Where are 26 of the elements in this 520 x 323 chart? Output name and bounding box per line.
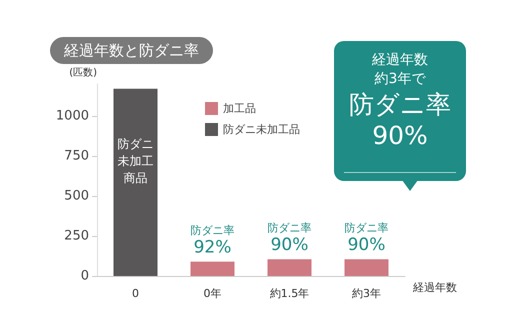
x-tick-label: 0年 [204, 287, 222, 300]
bar [268, 259, 312, 276]
bar [190, 262, 234, 276]
annotation: 防ダニ率 92% [190, 224, 234, 258]
y-tick-label: 1000 [56, 108, 89, 124]
legend-label: 防ダニ未加工品 [223, 123, 300, 136]
y-tick-label: 0 [80, 268, 89, 284]
annotation: 防ダニ率 90% [348, 89, 452, 151]
annotation: 防ダニ率 90% [344, 222, 388, 256]
annotation: 防ダニ率 90% [268, 222, 312, 256]
annotation: 未加工 [118, 154, 154, 168]
y-axis-title: (匹数) [69, 68, 98, 78]
chart-title: 経過年数と防ダニ率 [63, 42, 199, 60]
annotation: 防ダニ [118, 137, 154, 151]
x-tick-label: 約3年 [352, 287, 381, 300]
x-axis-title: 経過年数 [412, 281, 457, 294]
y-tick-label: 250 [64, 228, 89, 244]
annotation: 商品 [124, 171, 148, 185]
y-tick-label: 750 [64, 148, 89, 164]
x-tick-label: 約1.5年 [270, 287, 310, 300]
bar [344, 259, 388, 276]
legend-label: 加工品 [223, 102, 256, 115]
annotation: 約3年で [374, 70, 427, 89]
bar [114, 88, 158, 276]
y-tick-label: 500 [64, 188, 89, 204]
x-tick-label: 0 [132, 287, 139, 300]
